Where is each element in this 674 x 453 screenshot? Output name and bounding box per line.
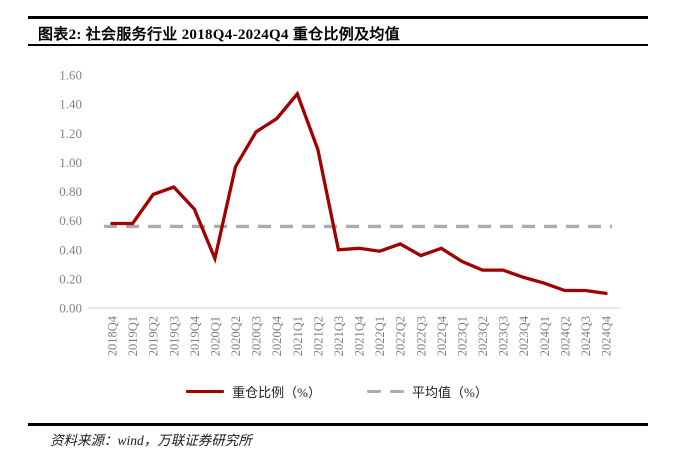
x-tick-label: 2023Q2	[476, 316, 490, 356]
legend-series-label: 重仓比例（%）	[232, 385, 321, 400]
x-tick-label: 2020Q3	[250, 316, 264, 356]
y-tick-label: 1.20	[59, 126, 82, 141]
x-tick-label: 2023Q1	[455, 316, 469, 356]
x-tick-label: 2024Q4	[600, 315, 614, 356]
chart-canvas: 0.00 0.20 0.40 0.60 0.80 1.00 1.20 1.40 1.60 2018…	[59, 68, 620, 356]
y-tick-label: 0.80	[59, 184, 82, 199]
top-divider	[28, 16, 648, 19]
y-tick-label: 1.40	[59, 97, 82, 112]
y-tick-label: 0.60	[59, 213, 82, 228]
x-tick-label: 2021Q2	[311, 316, 325, 356]
solid-line-swatch-icon	[186, 389, 225, 394]
x-tick-label: 2022Q2	[394, 316, 408, 356]
x-tick-label: 2022Q4	[435, 315, 449, 356]
x-tick-label: 2021Q4	[353, 315, 367, 356]
bottom-divider	[28, 423, 648, 426]
x-tick-label: 2018Q4	[106, 315, 120, 356]
x-tick-label: 2020Q4	[270, 315, 284, 356]
x-tick-label: 2024Q3	[579, 316, 593, 356]
x-tick-label: 2019Q1	[126, 316, 140, 356]
x-tick-label: 2019Q3	[167, 316, 181, 356]
source-note: 资料来源：wind，万联证券研究所	[50, 433, 252, 448]
series-line	[110, 90, 608, 296]
chart-title: 图表2: 社会服务行业 2018Q4-2024Q4 重仓比例及均值	[38, 27, 400, 43]
chart-area: 0.00 0.20 0.40 0.60 0.80 1.00 1.20 1.40 1.60 2018…	[0, 55, 674, 375]
y-tick-label: 1.60	[59, 68, 82, 83]
x-tick-label: 2022Q3	[414, 316, 428, 356]
x-tick-label: 2021Q1	[291, 316, 305, 356]
x-tick-label: 2019Q4	[188, 315, 202, 356]
x-tick-label: 2022Q1	[373, 316, 387, 356]
legend-item-average: 平均值（%）	[367, 382, 488, 401]
x-tick-label: 2019Q2	[147, 316, 161, 356]
x-tick-label: 2020Q2	[229, 316, 243, 356]
y-tick-label: 0.40	[59, 242, 82, 257]
legend-item-series: 重仓比例（%）	[186, 382, 321, 401]
x-tick-label: 2020Q1	[208, 316, 222, 356]
x-tick-label: 2023Q3	[497, 316, 511, 356]
x-tick-label: 2024Q2	[558, 316, 572, 356]
legend-average-label: 平均值（%）	[412, 385, 488, 400]
x-tick-label: 2023Q4	[517, 315, 531, 356]
title-divider	[28, 44, 648, 46]
x-tick-label: 2021Q3	[332, 316, 346, 356]
y-tick-label: 0.20	[59, 271, 82, 286]
y-tick-label: 0.00	[59, 301, 82, 316]
chart-legend: 重仓比例（%） 平均值（%）	[0, 382, 674, 401]
dashed-line-swatch-icon	[367, 389, 404, 394]
y-tick-label: 1.00	[59, 155, 82, 170]
x-tick-label: 2024Q1	[538, 316, 552, 356]
